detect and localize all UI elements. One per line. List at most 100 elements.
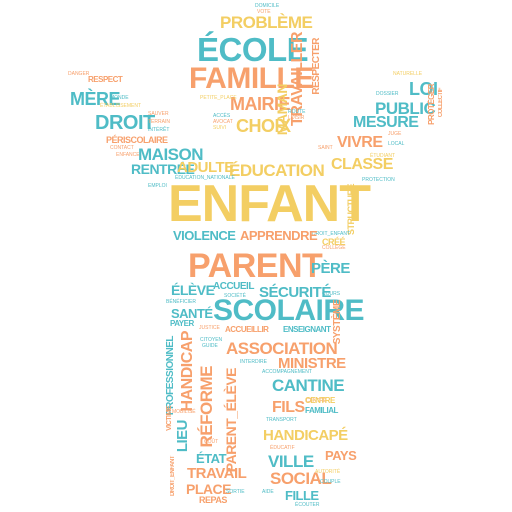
word-enfance: ENFANCE xyxy=(116,152,140,158)
word-local: LOCAL xyxy=(388,141,405,147)
word-eleve: ÉLÈVE xyxy=(171,282,215,298)
word-sauver: SAUVER xyxy=(148,111,169,117)
word-guide: GUIDE xyxy=(202,343,218,349)
word-handicape: HANDICAPÉ xyxy=(263,427,348,444)
word-juge: JUGE xyxy=(388,131,402,137)
word-centre-big: CENTRE xyxy=(305,396,335,405)
word-domicile: DOMICILE xyxy=(255,3,280,9)
word-choix: CHOIX xyxy=(236,116,291,136)
word-sante: SANTÉ xyxy=(171,306,213,321)
word-ecole: ÉCOLE xyxy=(197,31,309,68)
word-droit: DROIT xyxy=(95,112,155,134)
word-enseignant: ENSEIGNANT xyxy=(283,325,331,334)
word-etudiant: ÉTUDIANT xyxy=(370,153,395,159)
word-reforme: RÉFORME xyxy=(197,366,216,448)
word-justice: JUSTICE xyxy=(199,325,220,331)
word-autorite: AUTORITÉ xyxy=(315,469,341,475)
word-accompagnement: ACCOMPAGNEMENT xyxy=(262,369,312,375)
word-classe: CLASSE xyxy=(331,156,393,173)
word-famille: FAMILLE xyxy=(189,62,314,95)
word-familial: FAMILIAL xyxy=(305,406,338,415)
word-structure: STRUCTURE xyxy=(346,184,356,235)
word-handicap: HANDICAP xyxy=(179,331,196,412)
word-proteger: PROTÉGER xyxy=(427,84,436,125)
word-pays: PAYS xyxy=(325,448,357,463)
word-periscolaire: PÉRISCOLAIRE xyxy=(106,135,168,145)
word-violence: VIOLENCE xyxy=(173,228,236,243)
word-avocat: AVOCAT xyxy=(213,119,233,125)
word-loi: LOI xyxy=(409,79,438,99)
word-ville: VILLE xyxy=(268,452,314,471)
word-cree: CRÉÉ xyxy=(322,237,346,247)
word-ecouter: ÉCOUTER xyxy=(295,502,320,508)
word-protection: PROTECTION xyxy=(362,177,395,183)
word-public: PUBLIC xyxy=(375,99,436,118)
word-adulte: ADULTE xyxy=(177,159,234,176)
word-scolaire: SCOLAIRE xyxy=(213,294,365,327)
word-suivi: SUIVI xyxy=(213,125,227,131)
word-mesure: MESURE xyxy=(353,114,419,131)
word-payer: PAYER xyxy=(170,319,194,328)
word-emploi: EMPLOI xyxy=(148,183,167,189)
word-lieu: LIEU xyxy=(174,420,191,453)
word-loisir: LOISIR xyxy=(288,115,305,121)
word-probleme: PROBLÈME xyxy=(220,13,313,32)
word-repas: REPAS xyxy=(199,495,227,505)
word-liberte: AIDE xyxy=(262,489,274,495)
word-rentree: RENTRÉE xyxy=(131,161,195,177)
word-accueillir: ACCUEILLIR xyxy=(225,325,269,334)
word-ministre: MINISTRE xyxy=(278,355,346,372)
word-citoyen: CITOYEN xyxy=(200,337,223,343)
word-couple: COUPLE xyxy=(320,479,341,485)
word-respecter: RESPECTER xyxy=(311,38,322,95)
word-pere: PÈRE xyxy=(311,260,350,277)
word-education-nationale: ÉDUCATION_NATIONALE xyxy=(175,175,235,181)
word-education: ÉDUCATION xyxy=(229,161,325,180)
word-association: ASSOCIATION xyxy=(226,339,338,358)
word-contact: CONTACT xyxy=(110,145,134,151)
word-accueil: ACCUEIL xyxy=(213,281,254,292)
word-mere: MÈRE xyxy=(70,89,121,109)
word-cantine: CANTINE xyxy=(272,376,345,395)
word-social: SOCIAL xyxy=(270,469,332,488)
word-route: ROUTE xyxy=(288,109,306,115)
word-etat: ÉTAT xyxy=(196,451,227,466)
word-fils: FILS xyxy=(272,399,305,416)
word-educatif: ÉDUCATIF xyxy=(270,445,295,451)
word-droit-enfant-leg: DROIT_ENFANT xyxy=(170,456,176,497)
word-mairie: MAIRIE xyxy=(230,94,291,114)
word-systeme: SYSTÈME xyxy=(332,300,343,345)
word-societe: SOCIÉTÉ xyxy=(224,293,246,299)
word-professionnel: PROFESSIONNEL xyxy=(165,336,176,416)
word-securite: SÉCURITÉ xyxy=(259,284,331,301)
word-apprendre: APPRENDRE xyxy=(240,228,318,243)
word-college: COLLÈGE xyxy=(322,245,346,251)
word-parent: PARENT xyxy=(188,247,323,285)
word-etablissement: ÉTABLISSEMENT xyxy=(100,103,142,109)
word-danger: DANGER xyxy=(68,71,90,77)
word-collectif: COLLECTIF xyxy=(438,88,444,118)
word-naturelle: NATURELLE xyxy=(393,71,423,77)
word-vote: VOTE xyxy=(257,9,271,15)
word-dossier: DOSSIER xyxy=(376,91,399,97)
word-monde: MONDE xyxy=(110,95,129,101)
word-petite-place: PETITE_PLACE xyxy=(200,95,237,101)
word-cout: COÛT xyxy=(204,439,219,445)
word-maison: MAISON xyxy=(138,145,204,164)
word-centre: CENTRE xyxy=(306,398,327,404)
word-beneficier: BÉNÉFICIER xyxy=(166,299,197,305)
word-acces: ACCÈS xyxy=(213,113,231,119)
word-terrain: TERRAIN xyxy=(148,119,170,125)
word-parent-eleve: PARENT_ÉLÈVE xyxy=(223,368,239,473)
word-transport: TRANSPORT xyxy=(266,417,297,423)
word-enfant: ENFANT xyxy=(168,175,371,233)
word-droit-enfant: DROIT_ENFANT xyxy=(312,231,351,237)
word-fille: FILLE xyxy=(285,488,319,503)
word-place: PLACE xyxy=(186,481,231,497)
word-saint: SAINT xyxy=(318,145,333,151)
word-sortie: SORTIE xyxy=(226,489,245,495)
word-interdire: INTERDIRE xyxy=(240,359,267,365)
word-cours: COURS xyxy=(322,291,341,297)
word-travail: TRAVAIL xyxy=(187,465,247,482)
